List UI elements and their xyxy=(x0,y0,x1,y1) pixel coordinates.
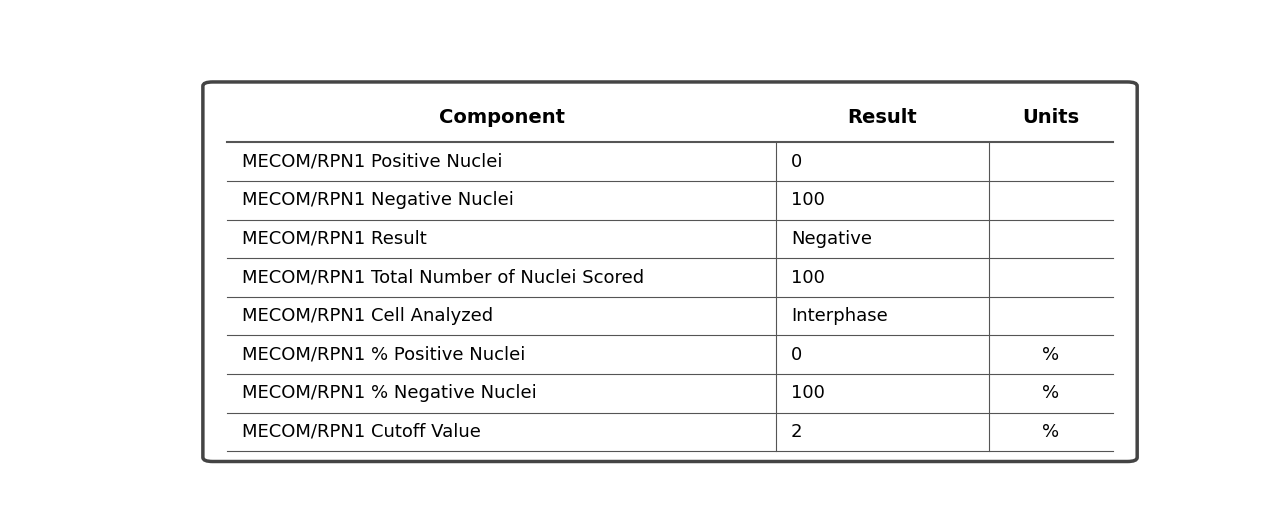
Text: 100: 100 xyxy=(791,191,825,209)
Text: MECOM/RPN1 Total Number of Nuclei Scored: MECOM/RPN1 Total Number of Nuclei Scored xyxy=(242,269,645,287)
Text: Result: Result xyxy=(848,108,917,127)
Text: 100: 100 xyxy=(791,269,825,287)
Text: Negative: Negative xyxy=(791,230,872,248)
Text: Component: Component xyxy=(439,108,565,127)
Text: 0: 0 xyxy=(791,346,802,364)
Text: 100: 100 xyxy=(791,384,825,402)
Text: MECOM/RPN1 Cutoff Value: MECOM/RPN1 Cutoff Value xyxy=(242,423,481,441)
Text: 0: 0 xyxy=(791,153,802,171)
Text: Units: Units xyxy=(1022,108,1079,127)
Text: Interphase: Interphase xyxy=(791,307,888,325)
Text: MECOM/RPN1 Result: MECOM/RPN1 Result xyxy=(242,230,426,248)
Text: MECOM/RPN1 % Negative Nuclei: MECOM/RPN1 % Negative Nuclei xyxy=(242,384,537,402)
Text: %: % xyxy=(1042,384,1060,402)
Text: %: % xyxy=(1042,346,1060,364)
Text: MECOM/RPN1 Cell Analyzed: MECOM/RPN1 Cell Analyzed xyxy=(242,307,494,325)
Text: MECOM/RPN1 Positive Nuclei: MECOM/RPN1 Positive Nuclei xyxy=(242,153,503,171)
Text: %: % xyxy=(1042,423,1060,441)
Text: 2: 2 xyxy=(791,423,802,441)
Text: MECOM/RPN1 Negative Nuclei: MECOM/RPN1 Negative Nuclei xyxy=(242,191,514,209)
Text: MECOM/RPN1 % Positive Nuclei: MECOM/RPN1 % Positive Nuclei xyxy=(242,346,525,364)
